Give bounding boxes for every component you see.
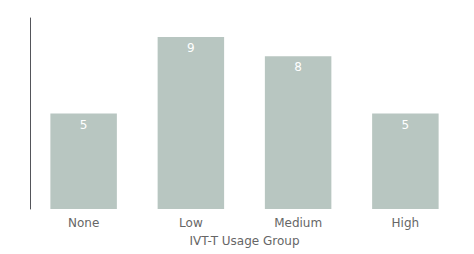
svg-text:IVT-T Usage Group: IVT-T Usage Group [189, 234, 299, 248]
svg-text:9: 9 [187, 41, 195, 55]
svg-text:8: 8 [294, 60, 302, 74]
svg-text:Medium: Medium [274, 216, 322, 230]
svg-text:None: None [68, 216, 99, 230]
svg-text:High: High [392, 216, 420, 230]
svg-text:Low: Low [179, 216, 203, 230]
svg-text:5: 5 [402, 118, 410, 132]
svg-text:5: 5 [80, 118, 88, 132]
